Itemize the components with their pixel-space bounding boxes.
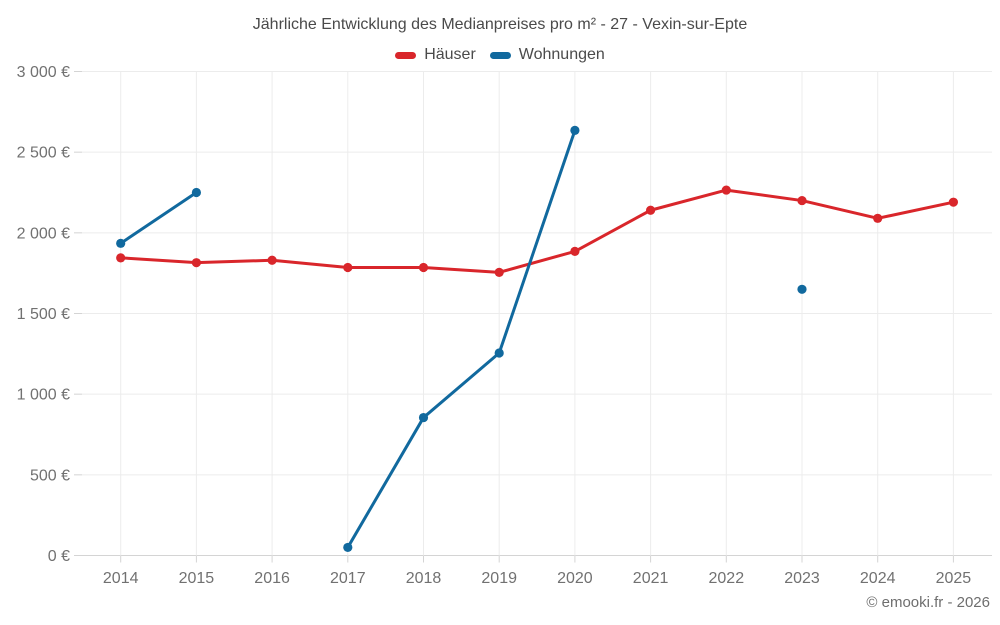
y-axis-label: 2 500 €	[17, 145, 70, 162]
data-point-haeuser-2023[interactable]	[797, 195, 807, 206]
copyright: © emooki.fr - 2026	[866, 594, 990, 611]
y-axis-label: 1 500 €	[17, 306, 70, 323]
x-axis-label: 2014	[103, 570, 139, 587]
x-axis-label: 2016	[254, 570, 290, 587]
data-point-wohnungen-2019[interactable]	[494, 348, 504, 358]
data-point-haeuser-2014[interactable]	[116, 253, 126, 263]
legend-swatch-haeuser-icon	[395, 51, 417, 59]
y-axis-label: 3 000 €	[17, 64, 70, 81]
series-line-haeuser	[119, 188, 955, 274]
data-point-haeuser-2015[interactable]	[191, 258, 201, 268]
data-point-haeuser-2018[interactable]	[418, 262, 429, 273]
legend-label-haeuser: Häuser	[424, 46, 476, 63]
data-point-haeuser-2019[interactable]	[494, 267, 504, 277]
legend-label-wohnungen: Wohnungen	[518, 46, 605, 63]
series-line-wohnungen	[119, 191, 198, 245]
x-axis-label: 2015	[179, 570, 215, 587]
y-axis-label: 2 000 €	[17, 225, 70, 242]
x-axis-label: 2020	[557, 570, 593, 587]
y-axis-label: 1 000 €	[17, 387, 70, 404]
x-axis-label: 2019	[481, 570, 517, 587]
legend-item-wohnungen[interactable]: Wohnungen	[489, 46, 605, 64]
data-point-haeuser-2022[interactable]	[721, 185, 731, 195]
data-point-wohnungen-2014[interactable]	[116, 238, 126, 248]
data-point-haeuser-2016[interactable]	[267, 255, 277, 265]
y-axis-label: 0 €	[48, 548, 70, 565]
data-point-haeuser-2020[interactable]	[570, 246, 580, 256]
x-axis-label: 2023	[784, 570, 820, 587]
data-point-haeuser-2025[interactable]	[948, 197, 959, 207]
data-point-wohnungen-2018[interactable]	[418, 412, 429, 423]
x-axis-label: 2025	[936, 570, 972, 587]
series-line-wohnungen	[346, 128, 577, 549]
x-axis-label: 2021	[633, 570, 669, 587]
data-point-wohnungen-2017[interactable]	[343, 542, 353, 553]
x-axis-label: 2018	[406, 570, 442, 587]
data-point-haeuser-2024[interactable]	[873, 213, 883, 223]
data-point-wohnungen-2015[interactable]	[191, 187, 201, 198]
data-point-wohnungen-2020[interactable]	[570, 125, 580, 135]
legend-item-haeuser[interactable]: Häuser	[395, 46, 476, 64]
x-axis-label: 2024	[860, 570, 896, 587]
data-point-wohnungen-2023[interactable]	[797, 284, 807, 294]
data-point-haeuser-2021[interactable]	[646, 205, 656, 215]
legend-swatch-wohnungen-icon	[489, 51, 511, 59]
chart-title: Jährliche Entwicklung des Medianpreises …	[252, 16, 748, 33]
x-axis-label: 2022	[709, 570, 745, 587]
x-axis-label: 2017	[330, 570, 366, 587]
data-point-haeuser-2017[interactable]	[343, 262, 353, 273]
legend: Häuser Wohnungen	[0, 46, 1000, 64]
y-axis-label: 500 €	[30, 467, 70, 484]
